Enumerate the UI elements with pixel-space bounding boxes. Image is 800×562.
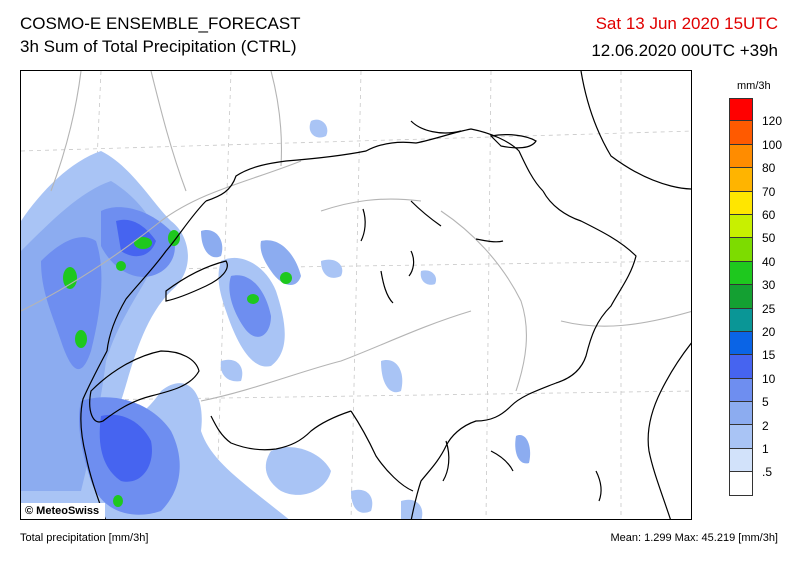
colorbar-swatch [729,238,753,262]
colorbar-swatch [729,472,753,496]
colorbar-swatch [729,308,753,332]
colorbar-swatch [729,214,753,239]
colorbar-label: 100 [762,137,783,152]
colorbar-label: 60 [762,208,776,222]
colorbar [729,98,753,496]
colorbar-label: .5 [762,465,773,480]
colorbar-swatch [729,402,753,426]
map-title: COSMO-E ENSEMBLE_FORECAST [20,14,301,33]
copyright-label: © MeteoSwiss [21,503,106,519]
map-subtitle: 3h Sum of Total Precipitation (CTRL) [20,37,297,56]
colorbar-swatch [729,285,753,309]
rivers [21,71,691,402]
colorbar-label: 1 [762,442,769,456]
colorbar-label: 40 [762,254,776,269]
colorbar-swatch [729,261,753,286]
colorbar-label: 50 [762,231,776,246]
run-time: 12.06.2020 00UTC +39h [591,41,778,60]
colorbar-unit: mm/3h [737,80,771,92]
colorbar-swatch [729,448,753,473]
colorbar-swatch [729,144,753,169]
colorbar-label: 120 [762,114,783,129]
map-canvas [21,71,691,519]
colorbar-swatch [729,425,753,449]
colorbar-label: 15 [762,348,776,363]
colorbar-label: 30 [762,278,776,293]
colorbar-label: 2 [762,418,769,433]
precipitation-map: © MeteoSwiss [20,70,692,520]
footer-stats: Mean: 1.299 Max: 45.219 [mm/3h] [610,532,778,544]
colorbar-swatch [729,168,753,192]
colorbar-label: 70 [762,184,776,199]
colorbar-swatch [729,191,753,215]
valid-time: Sat 13 Jun 2020 15UTC [595,14,778,33]
colorbar-label: 20 [762,325,776,339]
colorbar-label: 10 [762,371,776,386]
colorbar-swatch [729,331,753,356]
colorbar-swatch [729,355,753,379]
footer-variable-label: Total precipitation [mm/3h] [20,532,149,544]
colorbar-swatch [729,98,753,122]
colorbar-swatch [729,121,753,145]
colorbar-label: 80 [762,161,776,176]
colorbar-label: 25 [762,301,776,316]
country-borders [80,71,691,519]
precipitation-field [21,119,531,519]
colorbar-swatch [729,378,753,403]
colorbar-label: 5 [762,395,769,410]
